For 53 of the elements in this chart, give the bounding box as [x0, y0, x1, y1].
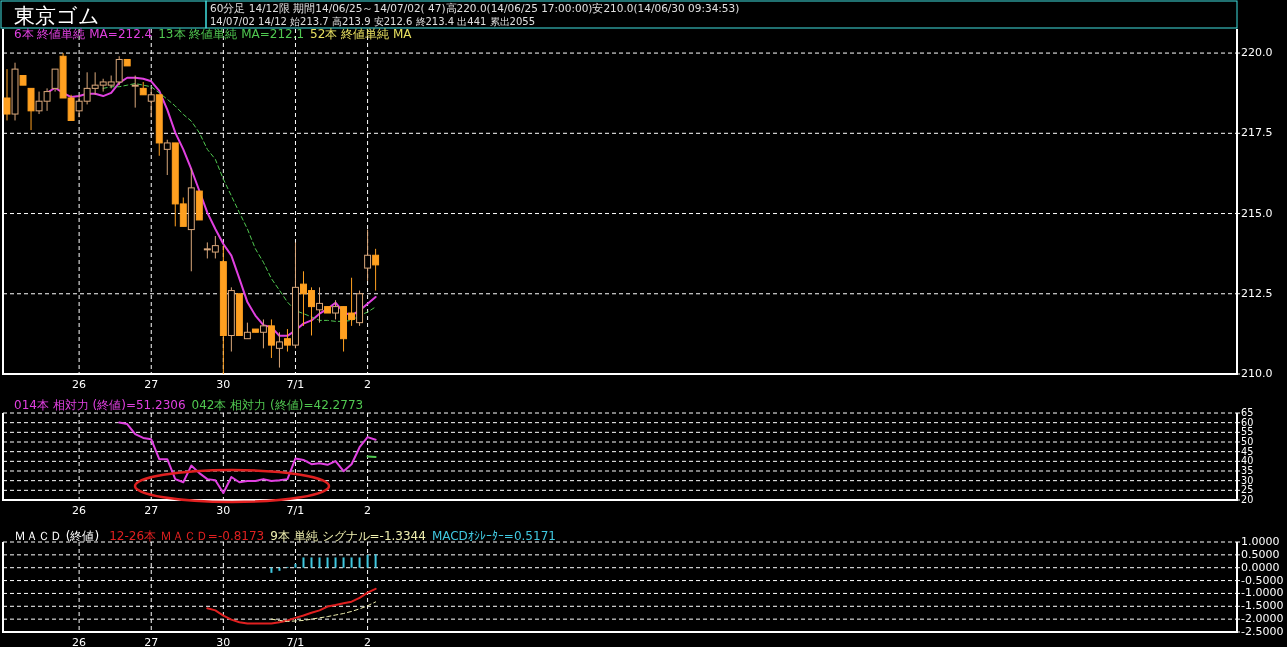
y-tick-label: 0.5000: [1241, 547, 1280, 561]
x-tick-label: 26: [72, 636, 87, 647]
x-tick-label: 26: [72, 378, 87, 391]
y-tick-label: -0.5000: [1241, 573, 1284, 587]
bar: [310, 557, 313, 568]
text: MACDｵｼﾚｰﾀｰ=0.5171: [431, 529, 556, 543]
bar: [358, 557, 361, 568]
bar: [366, 554, 369, 568]
text: 9本 単純 シグナル=-1.3344: [270, 529, 426, 543]
y-tick-label: 210.0: [1241, 367, 1273, 380]
text: 13本 終値単純 MA=212.1: [158, 27, 305, 41]
x-tick-label: 7/1: [286, 504, 305, 517]
y-tick-label: -2.0000: [1241, 612, 1284, 626]
x-tick-label: 2: [364, 378, 372, 391]
x-tick-label: 2: [364, 504, 372, 517]
text: 12-26本 ＭＡＣＤ=-0.8173: [109, 529, 265, 543]
y-tick-label: 220.0: [1241, 46, 1273, 60]
text: 014本 相対力 (終値)=51.2306: [14, 398, 186, 412]
bar: [318, 557, 321, 568]
x-tick-label: 30: [216, 504, 231, 517]
bar: [350, 557, 353, 568]
y-tick-label: 0.0000: [1241, 560, 1280, 574]
bar: [326, 557, 329, 568]
bar: [294, 563, 297, 568]
x-tick-label: 27: [144, 504, 159, 517]
x-tick-label: 7/1: [286, 636, 305, 647]
x-tick-label: 27: [144, 636, 159, 647]
chart-title: 東京ゴム: [14, 4, 100, 28]
chart-title: ＭＡＣＤ (終値): [14, 529, 100, 543]
x-tick-label: 26: [72, 504, 87, 517]
bar: [278, 567, 281, 571]
y-tick-label: 217.5: [1241, 126, 1273, 140]
bar: [334, 557, 337, 568]
x-tick-label: 7/1: [286, 378, 305, 391]
text: 042本 相対力 (終値)=42.2773: [191, 398, 364, 412]
y-tick-label: 212.5: [1241, 286, 1273, 300]
x-tick-label: 2: [364, 636, 372, 647]
legend-label: 52本 終値単純 MA: [310, 27, 413, 41]
x-tick-label: 30: [216, 636, 231, 647]
bar: [302, 557, 305, 568]
y-tick-label: -2.5000: [1241, 625, 1284, 638]
chart-subtitle: 60分足 14/12限 期間14/06/25～14/07/02( 47)高220.0(14/06/25 17:00:00)安210.0(14/06/30 09:34:53): [210, 2, 740, 14]
bar: [270, 567, 273, 573]
x-tick-label: 30: [216, 378, 231, 391]
y-tick-label: 215.0: [1241, 206, 1273, 220]
bar: [342, 557, 345, 568]
text: 14/07/02 14/12 始213.7 高213.9 安212.6 終213.4 出441 累出2055: [210, 16, 536, 27]
y-tick-label: -1.5000: [1241, 599, 1284, 613]
y-tick-label: 1.0000: [1241, 535, 1280, 548]
y-tick-label: -1.0000: [1241, 586, 1284, 600]
x-tick-label: 27: [144, 378, 159, 391]
bar: [374, 554, 377, 568]
text: 6本 終値単純 MA=212.4: [14, 27, 153, 41]
